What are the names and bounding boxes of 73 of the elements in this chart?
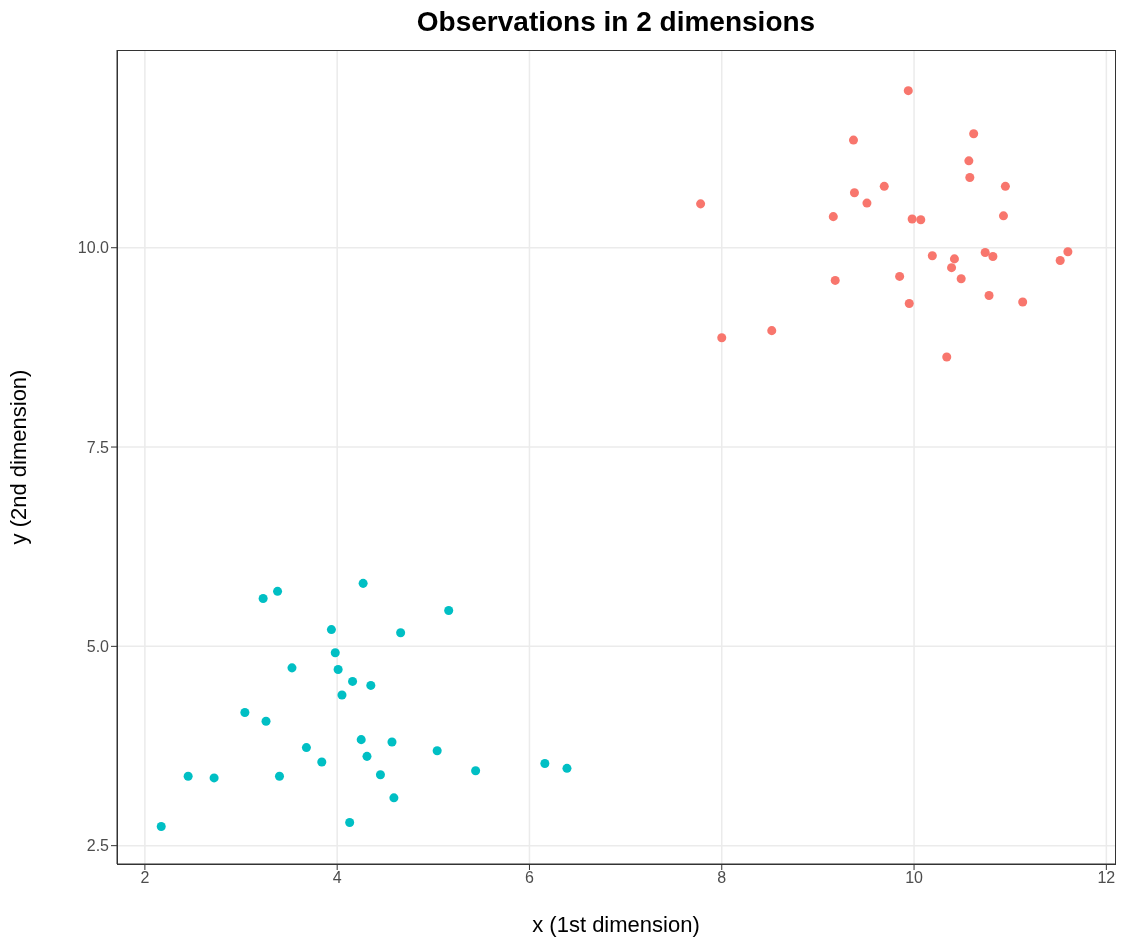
point — [947, 263, 957, 273]
point — [396, 628, 406, 638]
point — [964, 156, 974, 166]
point — [387, 737, 397, 747]
point — [366, 680, 376, 690]
point — [903, 86, 913, 96]
point — [980, 248, 990, 258]
y-tick-label: 5.0 — [86, 638, 110, 656]
point — [767, 326, 777, 336]
x-tick-label: 8 — [717, 869, 727, 887]
point — [927, 251, 937, 261]
point — [287, 663, 297, 673]
x-tick-label: 2 — [140, 869, 150, 887]
point — [984, 291, 994, 301]
point — [261, 716, 271, 726]
point — [326, 625, 336, 635]
point — [849, 188, 859, 198]
point — [240, 708, 250, 718]
point — [895, 271, 905, 281]
x-tick-label: 4 — [332, 869, 342, 887]
point — [998, 211, 1008, 221]
y-tick-label: 10.0 — [77, 239, 110, 257]
point — [916, 215, 926, 225]
point — [988, 251, 998, 261]
point — [356, 735, 366, 745]
point — [969, 129, 979, 139]
point — [1055, 255, 1065, 265]
point — [375, 770, 385, 780]
x-tick-label: 6 — [525, 869, 535, 887]
point — [717, 333, 727, 343]
x-tick-label: 12 — [1097, 869, 1116, 887]
point — [696, 199, 706, 209]
point — [562, 763, 572, 773]
y-tick-label: 2.5 — [86, 837, 110, 855]
point — [389, 793, 399, 803]
point — [444, 605, 454, 615]
point — [965, 173, 975, 183]
point — [258, 594, 268, 604]
x-axis-title: x (1st dimension) — [532, 912, 700, 937]
point — [333, 664, 343, 674]
point — [274, 771, 284, 781]
point — [942, 352, 952, 362]
y-axis-title: y (2nd dimension) — [5, 369, 31, 545]
point — [1063, 247, 1073, 257]
point — [330, 648, 340, 658]
point — [183, 771, 193, 781]
point — [862, 198, 872, 208]
point — [848, 135, 858, 145]
point — [907, 214, 917, 224]
point — [273, 586, 283, 596]
point — [956, 274, 966, 284]
point — [904, 299, 914, 309]
point — [540, 759, 550, 769]
point — [358, 578, 368, 588]
chart-title: Observations in 2 dimensions — [415, 6, 817, 38]
point — [337, 690, 347, 700]
point — [1000, 181, 1010, 191]
x-tick-label: 10 — [905, 869, 924, 887]
point — [348, 676, 358, 686]
point — [362, 751, 372, 761]
point — [345, 818, 355, 828]
point — [432, 746, 442, 756]
point — [1018, 297, 1028, 307]
point — [209, 773, 219, 783]
point — [156, 822, 166, 832]
point — [317, 757, 327, 767]
point — [471, 766, 481, 776]
point — [301, 743, 311, 753]
point — [828, 212, 838, 222]
point — [879, 181, 889, 191]
point — [830, 275, 840, 285]
point — [949, 254, 959, 264]
y-tick-label: 7.5 — [86, 438, 110, 456]
